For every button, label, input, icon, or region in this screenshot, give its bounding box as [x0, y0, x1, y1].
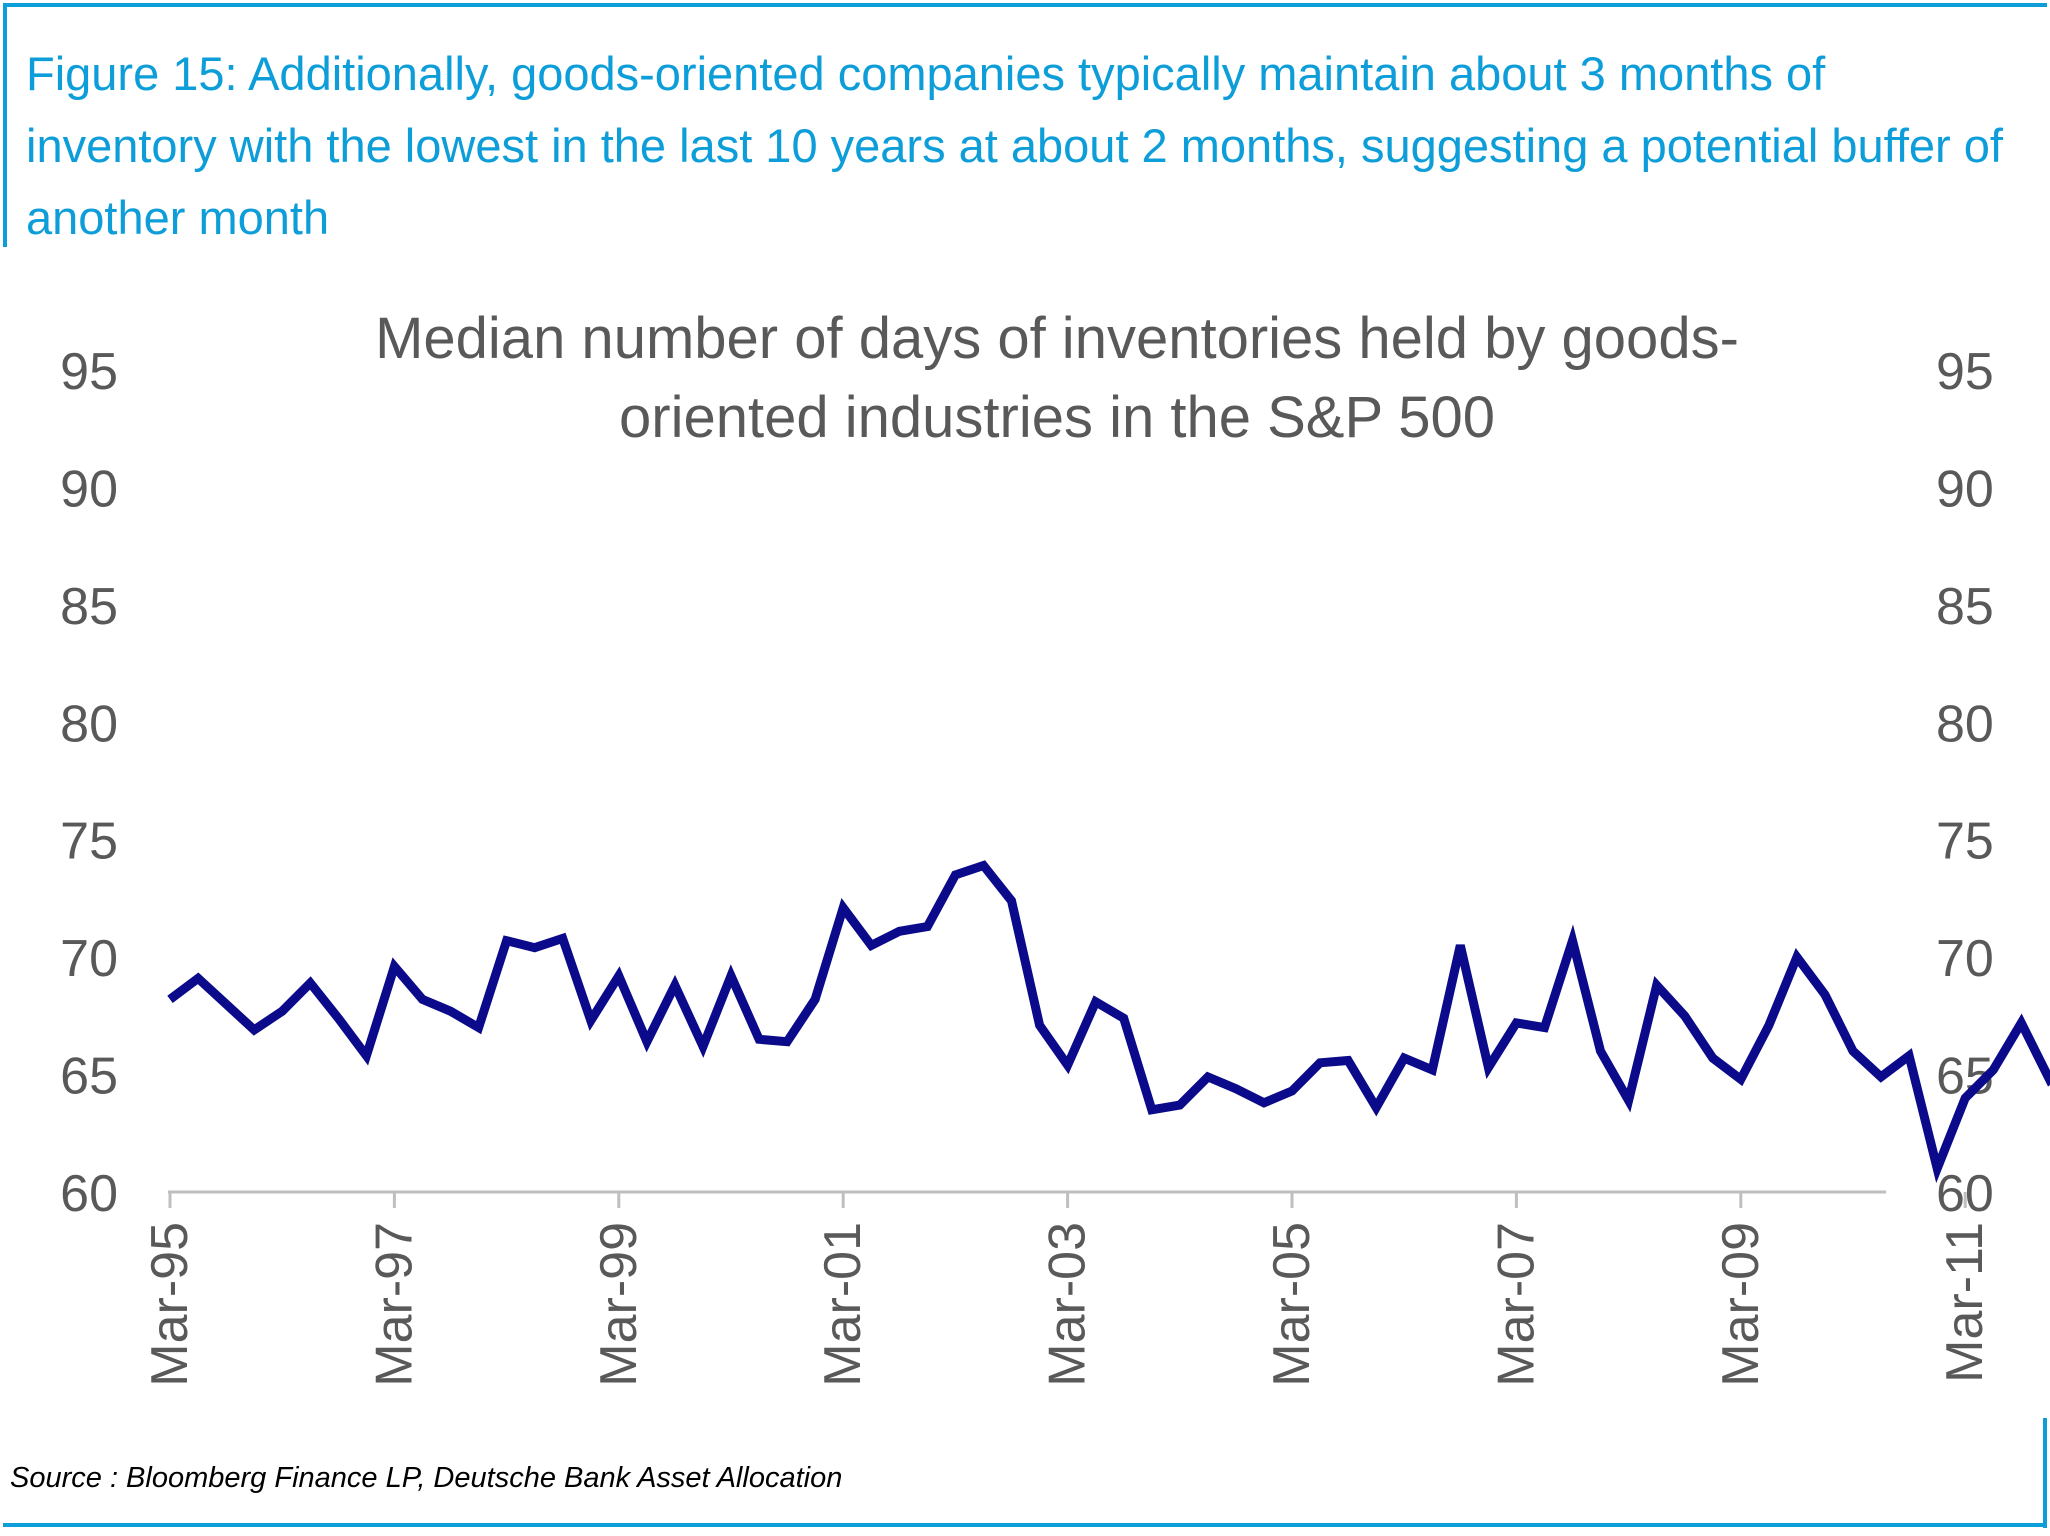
- y-tick-label-right: 70: [1936, 930, 1994, 988]
- y-tick-label-left: 70: [60, 930, 118, 988]
- frame-top-rule: [3, 3, 2047, 7]
- x-tick-label: Mar-11: [1936, 1222, 1994, 1383]
- y-tick-label-left: 80: [60, 695, 118, 753]
- y-tick-label-left: 75: [60, 813, 118, 871]
- y-tick-label-left: 95: [60, 343, 118, 401]
- y-tick-label-right: 95: [1936, 343, 1994, 401]
- x-tick-label: Mar-09: [1712, 1222, 1770, 1387]
- chart-title-line-1: Median number of days of inventories hel…: [375, 306, 1739, 371]
- y-tick-label-left: 65: [60, 1048, 118, 1106]
- y-tick-label-left: 85: [60, 578, 118, 636]
- source-note: Source : Bloomberg Finance LP, Deutsche …: [10, 1462, 843, 1494]
- y-tick-label-right: 80: [1936, 695, 1994, 753]
- chart-title-line-2: oriented industries in the S&P 500: [619, 385, 1495, 450]
- frame-right-rule: [2043, 1418, 2047, 1528]
- series-line: [167, 860, 2050, 1184]
- y-tick-label-left: 60: [60, 1165, 118, 1223]
- figure-heading: Figure 15: Additionally, goods-oriented …: [26, 47, 2003, 244]
- y-tick-label-right: 85: [1936, 578, 1994, 636]
- x-tick-label: Mar-99: [590, 1222, 648, 1387]
- frame-left-rule: [3, 3, 7, 247]
- x-axis: Mar-95 Mar-97 Mar-99 Mar-01 Mar-03 Mar-05 Mar-…: [141, 1192, 1994, 1387]
- line-chart: Median number of days of inventories hel…: [60, 306, 2050, 1387]
- y-tick-label-right: 90: [1936, 460, 1994, 518]
- frame-bottom-rule: [3, 1523, 2047, 1527]
- left-y-axis: 60 65 70 75 80 85 90 95: [60, 343, 118, 1223]
- x-tick-label: Mar-07: [1487, 1222, 1545, 1387]
- x-tick-label: Mar-05: [1263, 1222, 1321, 1387]
- y-tick-label-right: 75: [1936, 813, 1994, 871]
- x-tick-label: Mar-01: [814, 1222, 872, 1387]
- x-tick-label: Mar-97: [365, 1222, 423, 1387]
- y-tick-label-left: 90: [60, 460, 118, 518]
- x-tick-label: Mar-95: [141, 1222, 199, 1387]
- x-tick-label: Mar-03: [1039, 1222, 1097, 1387]
